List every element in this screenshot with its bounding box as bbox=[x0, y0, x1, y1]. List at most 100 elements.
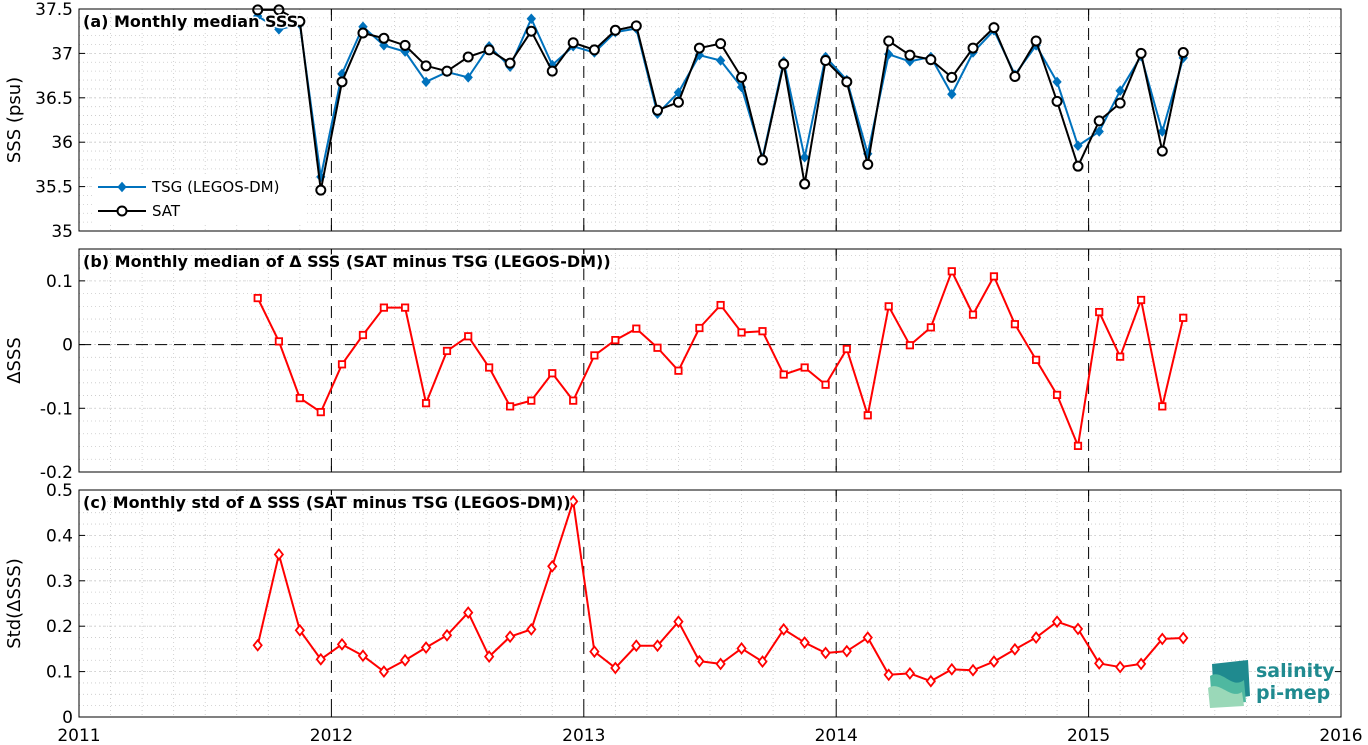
y-tick-label: 36 bbox=[51, 133, 73, 153]
panel-title: (c) Monthly std of Δ SSS (SAT minus TSG … bbox=[83, 493, 571, 512]
data-point bbox=[1010, 320, 1019, 329]
y-tick-label: -0.1 bbox=[40, 399, 73, 419]
data-point bbox=[842, 344, 851, 354]
data-point bbox=[1177, 47, 1189, 59]
data-point bbox=[1179, 313, 1188, 322]
data-point bbox=[464, 332, 473, 341]
x-tick-label: 2013 bbox=[562, 726, 605, 745]
data-point bbox=[379, 303, 388, 312]
plot-area bbox=[79, 490, 1341, 717]
data-point bbox=[1157, 126, 1167, 137]
data-point bbox=[463, 606, 474, 620]
data-point bbox=[590, 351, 599, 360]
data-point bbox=[526, 622, 537, 636]
grid bbox=[79, 490, 1341, 717]
data-point bbox=[463, 72, 473, 83]
data-point bbox=[653, 343, 662, 352]
y-tick-label: -0.2 bbox=[40, 463, 73, 483]
data-point bbox=[1157, 632, 1168, 646]
data-point bbox=[715, 55, 726, 66]
data-point bbox=[441, 65, 453, 77]
y-axis-label: SSS (psu) bbox=[4, 77, 25, 163]
data-point bbox=[946, 71, 958, 83]
data-point bbox=[589, 645, 600, 659]
data-point bbox=[336, 637, 348, 651]
data-point bbox=[715, 657, 726, 671]
x-tick-label: 2015 bbox=[1067, 726, 1110, 745]
data-point bbox=[548, 369, 557, 378]
y-tick-label: 0.4 bbox=[46, 526, 73, 546]
panel-c-std-delta-sss: 0 0.1 0.2 0.3 0.4 0.5 2011 2012 2013 2014 2015 2016… bbox=[4, 481, 1363, 745]
data-point bbox=[526, 13, 536, 25]
y-tick-label: 0.1 bbox=[46, 272, 73, 292]
data-point bbox=[632, 324, 641, 333]
data-point bbox=[800, 363, 809, 372]
series-sat bbox=[252, 4, 1189, 196]
legend-marker bbox=[116, 205, 128, 217]
data-point bbox=[1009, 642, 1021, 656]
panel-title: (b) Monthly median of Δ SSS (SAT minus T… bbox=[83, 252, 611, 271]
data-point bbox=[1030, 631, 1042, 644]
data-point bbox=[1114, 97, 1126, 109]
data-point bbox=[925, 674, 937, 688]
data-point bbox=[1072, 622, 1084, 636]
data-point bbox=[1094, 126, 1104, 137]
data-point bbox=[883, 668, 894, 682]
data-point bbox=[799, 152, 810, 163]
data-point bbox=[378, 32, 390, 44]
data-point bbox=[420, 60, 432, 72]
data-point bbox=[989, 272, 999, 281]
y-axis-label: ΔSSS bbox=[4, 337, 25, 384]
data-point bbox=[1094, 656, 1105, 670]
data-point bbox=[337, 360, 347, 369]
data-point bbox=[904, 49, 916, 61]
data-point bbox=[420, 641, 432, 654]
data-point bbox=[652, 639, 663, 653]
data-point bbox=[988, 22, 1000, 34]
data-point bbox=[736, 642, 747, 655]
data-point bbox=[652, 104, 664, 116]
data-point bbox=[588, 44, 600, 56]
data-point bbox=[737, 328, 746, 337]
data-point bbox=[527, 396, 536, 405]
y-tick-label: 0.5 bbox=[46, 481, 73, 501]
data-point bbox=[674, 366, 683, 375]
data-point bbox=[273, 548, 285, 561]
data-point bbox=[757, 655, 768, 669]
data-point bbox=[1032, 355, 1041, 364]
y-tick-label: 35 bbox=[51, 222, 73, 242]
data-point bbox=[1073, 441, 1083, 450]
data-point bbox=[294, 15, 306, 27]
legend-label: SAT bbox=[152, 202, 181, 220]
data-point bbox=[569, 396, 578, 405]
data-point bbox=[610, 661, 621, 675]
data-point bbox=[778, 622, 789, 636]
data-point bbox=[778, 58, 790, 70]
data-point bbox=[421, 399, 431, 408]
data-point bbox=[672, 96, 684, 108]
data-point bbox=[821, 380, 830, 389]
panel-title: (a) Monthly median SSS bbox=[83, 12, 298, 31]
data-point bbox=[820, 55, 832, 67]
salinity-pi-mep-logo: salinity pi-mep bbox=[1208, 660, 1335, 708]
y-tick-label: 36.5 bbox=[35, 89, 73, 109]
data-point bbox=[1030, 35, 1042, 47]
data-point bbox=[1116, 352, 1125, 361]
y-axis-label: Std(ΔSSS) bbox=[4, 558, 25, 649]
data-point bbox=[336, 76, 348, 88]
data-point bbox=[904, 666, 916, 680]
legend-box bbox=[92, 175, 306, 223]
y-tick-label: 0.2 bbox=[46, 617, 73, 637]
data-point bbox=[967, 663, 979, 677]
data-point bbox=[799, 178, 811, 190]
data-point bbox=[905, 341, 915, 350]
data-point bbox=[926, 323, 935, 332]
data-point bbox=[611, 336, 620, 345]
data-point bbox=[1156, 145, 1168, 157]
data-point bbox=[252, 4, 264, 16]
data-point bbox=[693, 42, 705, 54]
data-point bbox=[1051, 95, 1063, 107]
data-point bbox=[399, 653, 411, 667]
x-tick-label: 2011 bbox=[57, 726, 100, 745]
